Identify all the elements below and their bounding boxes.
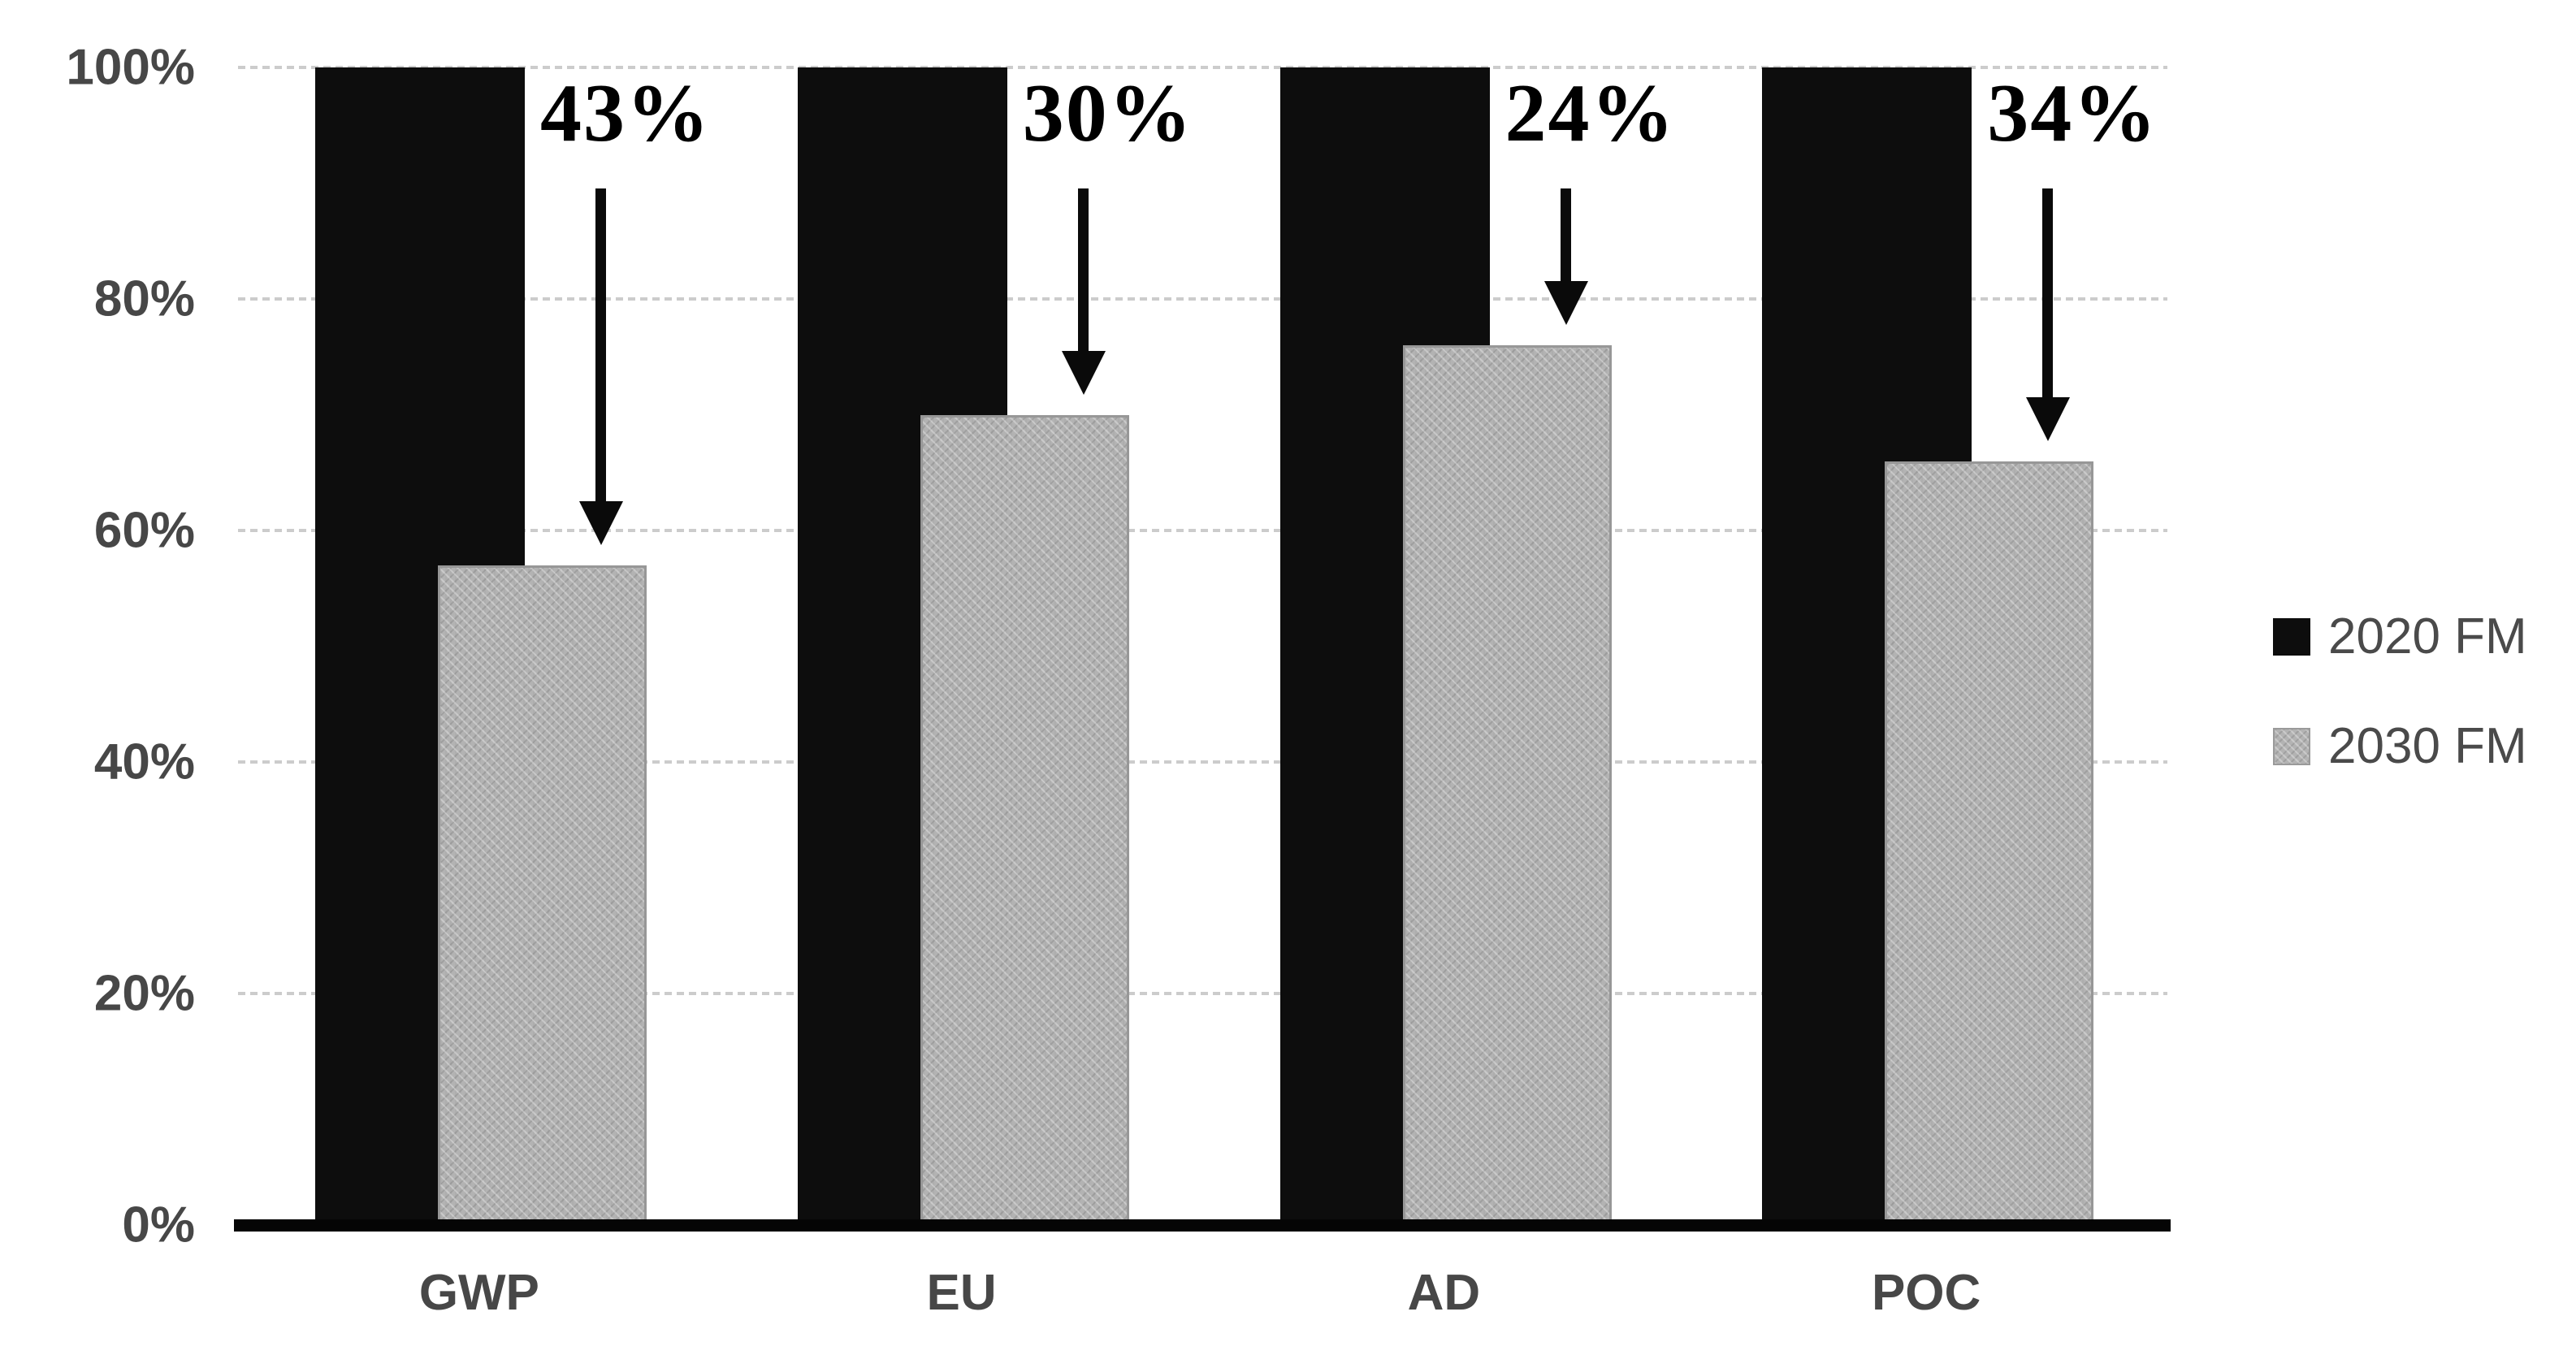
y-tick-label-100: 100% bbox=[66, 39, 195, 96]
gridline-40 bbox=[238, 760, 2167, 764]
bar-2030-fm-poc bbox=[1885, 461, 2094, 1225]
reduction-arrow-shaft-eu bbox=[1077, 188, 1089, 356]
reduction-arrow-shaft-poc bbox=[2042, 188, 2054, 402]
y-axis: 0% 20% 40% 60% 80% 100% bbox=[0, 40, 201, 1253]
y-tick-label-20: 20% bbox=[93, 965, 195, 1022]
x-axis-label-eu: EU bbox=[926, 1265, 997, 1321]
gridline-60 bbox=[238, 529, 2167, 532]
y-tick-label-0: 0% bbox=[122, 1197, 195, 1253]
reduction-arrow-shaft-ad bbox=[1560, 188, 1571, 286]
legend-swatch-2020-fm-icon bbox=[2273, 617, 2310, 656]
bar-2030-fm-ad bbox=[1402, 345, 1612, 1225]
x-axis-label-gwp: GWP bbox=[418, 1265, 539, 1321]
x-axis-label-ad: AD bbox=[1407, 1265, 1481, 1321]
y-tick-label-60: 60% bbox=[93, 502, 195, 559]
x-axis-labels: GWP EU AD POC bbox=[238, 1264, 2167, 1322]
reduction-label-poc: 34% bbox=[1987, 67, 2158, 159]
down-arrow-icon-eu bbox=[1061, 350, 1106, 395]
grouped-bar-chart-plot-area: 43% 30% 24% 34% bbox=[234, 66, 2171, 1232]
reduction-label-eu: 30% bbox=[1022, 67, 1193, 159]
bar-groups: 43% 30% 24% 34% bbox=[238, 67, 2167, 1225]
legend-item-2020-fm: 2020 FM bbox=[2273, 608, 2527, 665]
down-arrow-icon-poc bbox=[2026, 396, 2071, 441]
gridline-20 bbox=[238, 992, 2167, 995]
down-arrow-icon-ad bbox=[1543, 281, 1588, 325]
bar-group-eu: 30% bbox=[721, 67, 1203, 1225]
legend: 2020 FM 2030 FM bbox=[2273, 608, 2527, 827]
y-tick-label-80: 80% bbox=[93, 271, 195, 327]
y-tick-label-40: 40% bbox=[93, 734, 195, 790]
bar-group-poc: 34% bbox=[1685, 67, 2167, 1225]
gridline-80 bbox=[238, 297, 2167, 301]
bar-group-gwp: 43% bbox=[238, 67, 721, 1225]
legend-swatch-2030-fm-icon bbox=[2273, 727, 2310, 765]
bar-2030-fm-eu bbox=[920, 414, 1129, 1225]
reduction-label-ad: 24% bbox=[1504, 67, 1676, 159]
bar-2030-fm-gwp bbox=[438, 565, 647, 1225]
reduction-arrow-shaft-gwp bbox=[595, 188, 606, 506]
legend-label-2020-fm: 2020 FM bbox=[2328, 608, 2527, 665]
x-axis-line bbox=[234, 1219, 2171, 1232]
down-arrow-icon-gwp bbox=[579, 500, 623, 545]
bar-group-ad: 24% bbox=[1203, 67, 1686, 1225]
reduction-label-gwp: 43% bbox=[540, 67, 711, 159]
legend-label-2030-fm: 2030 FM bbox=[2328, 718, 2527, 774]
gridline-100 bbox=[238, 66, 2167, 69]
legend-item-2030-fm: 2030 FM bbox=[2273, 717, 2527, 775]
x-axis-label-poc: POC bbox=[1871, 1265, 1981, 1321]
